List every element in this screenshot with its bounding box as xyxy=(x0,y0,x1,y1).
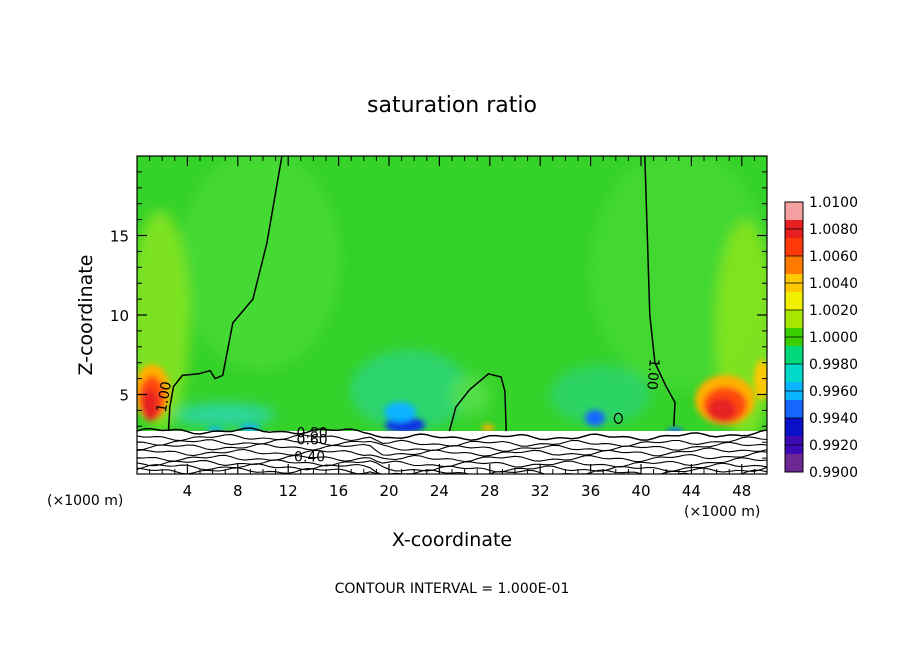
x-tick-label: 12 xyxy=(279,482,298,500)
terrain-contours xyxy=(137,427,767,474)
colorbar-swatch xyxy=(785,310,803,329)
colorbar-swatch xyxy=(785,202,803,221)
colorbar-label: 0.9900 xyxy=(809,465,858,481)
x-tick-label: 44 xyxy=(682,482,701,500)
x-tick-label: 28 xyxy=(480,482,499,500)
colorbar-label: 1.0060 xyxy=(809,249,858,265)
x-tick-label: 32 xyxy=(531,482,550,500)
chart-title: saturation ratio xyxy=(367,93,537,118)
contour-1-00 xyxy=(448,372,507,432)
contour-interval-note: CONTOUR INTERVAL = 1.000E-01 xyxy=(335,581,570,597)
x-axis-label: X-coordinate xyxy=(392,529,512,551)
x-tick-label: 20 xyxy=(379,482,398,500)
colorbar-label: 1.0000 xyxy=(809,330,858,346)
colorbar-swatch xyxy=(785,292,803,311)
colorbar-label: 0.9940 xyxy=(809,411,858,427)
colorbar-label: 1.0020 xyxy=(809,303,858,319)
x-tick-label: 16 xyxy=(329,482,348,500)
terrain-contour xyxy=(137,438,767,452)
contour-label: 1.00 xyxy=(643,358,662,390)
contour-1-00 xyxy=(644,156,676,427)
field-shading xyxy=(137,156,767,440)
x-tick-label: 24 xyxy=(430,482,449,500)
contour-1-00-closed xyxy=(613,412,623,425)
terrain-contour xyxy=(137,459,767,473)
colorbar-label: 0.9960 xyxy=(809,384,858,400)
colorbar-label: 0.9920 xyxy=(809,438,858,454)
contour-label: 1.00 xyxy=(154,380,175,413)
terrain-contour xyxy=(137,427,767,441)
y-tick-label: 10 xyxy=(110,307,129,325)
colorbar-label: 0.9980 xyxy=(809,357,858,373)
colorbar-swatch xyxy=(785,454,803,473)
x-unit-right: (×1000 m) xyxy=(684,504,760,520)
colorbar: 1.0100 1.0080 1.0060 1.0040 1.0020 1.0000 0.99… xyxy=(784,195,858,481)
terrain-contour xyxy=(137,443,767,457)
x-axis-ticks: 4 8 12 16 20 24 28 32 36 40 44 48 xyxy=(149,156,755,500)
colorbar-swatch xyxy=(785,238,803,257)
plot-area: 1.00 1.00 0.800.600.40 xyxy=(137,156,767,474)
colorbar-swatch xyxy=(785,400,803,419)
x-tick-label: 36 xyxy=(581,482,600,500)
colorbar-label: 1.0100 xyxy=(809,195,858,211)
contour-label: 0.80 xyxy=(297,425,328,441)
contour-label: 0.60 xyxy=(297,433,328,449)
y-axis-ticks: 5 10 15 xyxy=(110,171,767,459)
colorbar-swatch xyxy=(785,364,803,383)
y-tick-label: 15 xyxy=(110,228,129,246)
contour-lines xyxy=(167,156,676,432)
x-tick-label: 40 xyxy=(631,482,650,500)
y-axis-label: Z-coordinate xyxy=(75,255,97,376)
contour-labels: 1.00 1.00 0.800.600.40 xyxy=(154,358,662,465)
x-tick-label: 48 xyxy=(732,482,751,500)
colorbar-swatch xyxy=(785,346,803,365)
x-tick-label: 8 xyxy=(233,482,243,500)
colorbar-label: 1.0080 xyxy=(809,222,858,238)
colorbar-label: 1.0040 xyxy=(809,276,858,292)
colorbar-swatch xyxy=(785,256,803,275)
x-tick-label: 4 xyxy=(183,482,193,500)
colorbar-swatch xyxy=(785,418,803,437)
terrain-contour xyxy=(137,467,767,474)
terrain-contour xyxy=(137,448,767,463)
x-unit-left: (×1000 m) xyxy=(47,493,123,509)
contour-label: 0.40 xyxy=(294,449,325,465)
contour-1-00 xyxy=(167,156,283,432)
y-tick-label: 5 xyxy=(119,387,129,405)
